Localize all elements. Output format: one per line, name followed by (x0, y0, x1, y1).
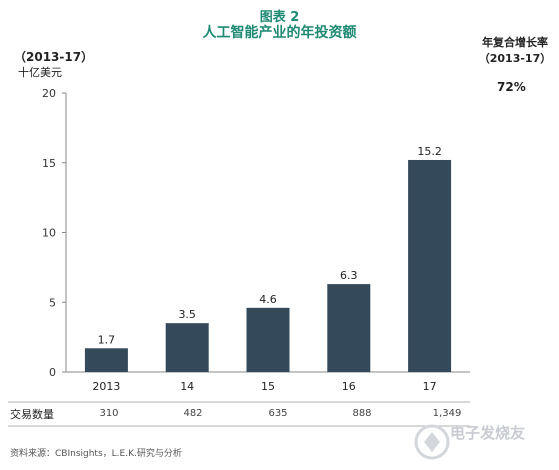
bars: 1.7 3.5 4.6 6.3 15.2 (84, 145, 452, 372)
x-tick-labels: 2013 14 15 16 17 (92, 380, 436, 393)
bar (84, 348, 128, 372)
x-tick-label: 14 (180, 380, 194, 393)
source-note: 资料来源：CBInsights，L.E.K.研究与分析 (10, 449, 182, 459)
deal-count: 482 (183, 408, 203, 419)
x-tick-label: 16 (342, 380, 356, 393)
cagr-value: 72% (497, 80, 526, 94)
deal-count: 888 (352, 408, 372, 419)
chart-title: 人工智能产业的年投资额 (202, 25, 357, 41)
x-tick-label: 15 (261, 380, 275, 393)
cagr-title: 年复合增长率 (482, 36, 548, 49)
deals-row-label: 交易数量 (10, 408, 54, 421)
deal-count: 1,349 (432, 408, 462, 419)
watermark-text: 电子发烧友 (450, 424, 526, 442)
bar (246, 307, 290, 372)
x-tick-label: 17 (423, 380, 437, 393)
y-tick-label: 10 (42, 227, 56, 240)
figure-label: 图表 2 (259, 10, 300, 25)
bar-value-label: 1.7 (98, 333, 116, 346)
y-ticks: 0 5 10 15 20 (42, 87, 66, 379)
bar-value-label: 15.2 (417, 145, 442, 158)
bar-value-label: 4.6 (259, 293, 277, 306)
unit-label: 十亿美元 (18, 66, 62, 79)
y-tick-label: 20 (42, 87, 56, 100)
bar-value-label: 6.3 (340, 269, 358, 282)
deal-count: 310 (99, 408, 119, 419)
x-tick-label: 2013 (92, 380, 120, 393)
bar (408, 159, 452, 372)
watermark-logo (414, 424, 450, 460)
period-label: （2013-17） (14, 50, 94, 64)
deal-count: 635 (268, 408, 288, 419)
bar (165, 323, 209, 372)
y-tick-label: 15 (42, 157, 56, 170)
bar (327, 284, 371, 372)
y-tick-label: 0 (49, 366, 56, 379)
bar-value-label: 3.5 (178, 308, 196, 321)
y-tick-label: 5 (49, 296, 56, 309)
cagr-period: （2013-17） (478, 52, 552, 65)
